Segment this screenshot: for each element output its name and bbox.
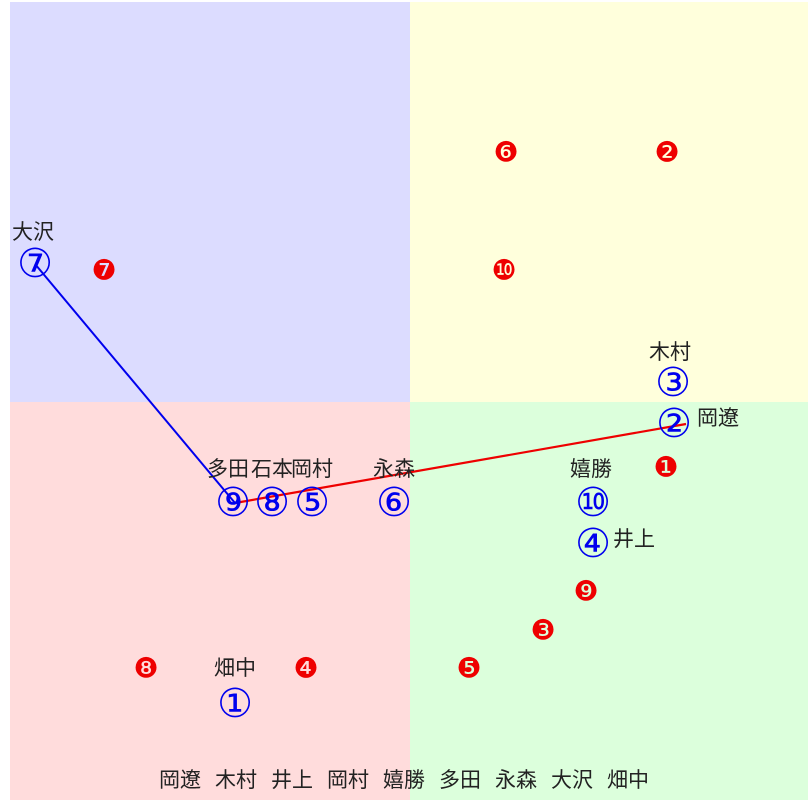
blue-marker-label-7: 大沢 xyxy=(12,220,54,244)
blue-marker-9: ⑨ xyxy=(215,480,251,526)
red-marker-3: ❸ xyxy=(530,614,555,647)
quadrant-top-left xyxy=(10,2,410,402)
red-marker-1: ❶ xyxy=(653,451,678,484)
blue-marker-6: ⑥ xyxy=(376,480,412,526)
bottom-name-9: 畑中 xyxy=(607,768,649,792)
bottom-name-6: 多田 xyxy=(439,768,481,792)
bottom-name-3: 井上 xyxy=(271,768,313,792)
blue-marker-label-5: 岡村 xyxy=(291,457,333,481)
bottom-name-2: 木村 xyxy=(215,768,257,792)
blue-marker-label-3: 木村 xyxy=(649,340,691,364)
blue-marker-4: ④ xyxy=(575,521,611,567)
red-marker-8: ❽ xyxy=(133,652,158,685)
red-marker-7: ❼ xyxy=(91,254,116,287)
blue-marker-7: ⑦ xyxy=(17,241,53,287)
red-marker-4: ❹ xyxy=(293,652,318,685)
blue-markers: ① ②③ ④ ⑤ ⑥ ⑦ ⑧⑨ ⑩ xyxy=(17,241,692,727)
blue-marker-label-10: 嬉勝 xyxy=(570,457,612,481)
red-marker-5: ❺ xyxy=(456,652,481,685)
quadrant-top-right xyxy=(410,2,808,402)
blue-marker-3: ③ xyxy=(655,360,691,406)
blue-marker-10: ⑩ xyxy=(575,480,611,526)
blue-line xyxy=(34,263,236,504)
blue-marker-label-4: 井上 xyxy=(613,527,655,551)
red-markers: ❶ ❷ ❸ ❹ ❺ ❻ ❼ ❽ ❾ ❿ xyxy=(91,136,679,685)
blue-marker-label-8: 石本 xyxy=(251,457,293,481)
bottom-name-1: 岡遼 xyxy=(159,768,201,792)
blue-marker-5: ⑤ xyxy=(294,480,330,526)
bottom-name-4: 岡村 xyxy=(327,768,369,792)
blue-marker-label-1: 畑中 xyxy=(214,656,256,680)
quadrant-bottom-left xyxy=(10,402,410,800)
bottom-name-5: 嬉勝 xyxy=(383,768,425,792)
blue-marker-2: ② xyxy=(656,401,692,447)
blue-marker-label-9: 多田 xyxy=(207,457,249,481)
red-line xyxy=(234,422,687,505)
blue-marker-label-6: 永森 xyxy=(373,457,415,481)
red-marker-9: ❾ xyxy=(573,575,598,608)
red-marker-2: ❷ xyxy=(654,136,679,169)
blue-marker-8: ⑧ xyxy=(254,480,290,526)
bottom-name-7: 永森 xyxy=(495,768,537,792)
bottom-name-8: 大沢 xyxy=(551,768,593,792)
bottom-name-row: 岡遼 木村 井上 岡村 嬉勝 多田 永森 大沢 畑中 xyxy=(0,764,808,794)
quadrant-bottom-right xyxy=(410,402,808,800)
red-marker-6: ❻ xyxy=(493,136,518,169)
red-marker-10: ❿ xyxy=(491,254,516,287)
blue-marker-label-2: 岡遼 xyxy=(697,406,739,430)
blue-marker-1: ① xyxy=(217,681,253,727)
